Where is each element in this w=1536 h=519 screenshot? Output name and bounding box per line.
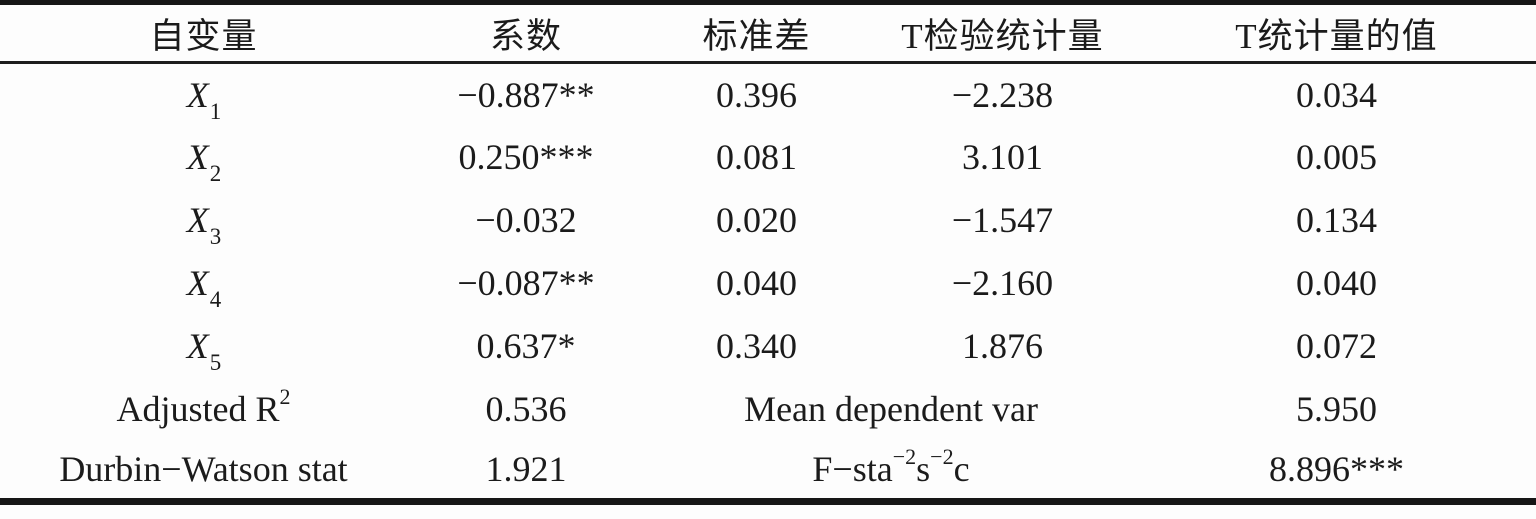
variable-symbol: X2 <box>186 137 222 187</box>
variable-symbol: X4 <box>186 263 222 313</box>
table-row-durbin-watson: Durbin−Watson stat 1.921 F−sta−2s−2c 8.8… <box>0 440 1536 502</box>
table-row-x5: X5 0.637* 0.340 1.876 0.072 <box>0 315 1536 378</box>
t-statistic-cell: −2.160 <box>951 263 1054 303</box>
col-header-t-stat-value: T统计量的值 <box>1137 2 1536 64</box>
std-error-cell: 0.340 <box>716 326 797 366</box>
t-stat-value-cell: 0.034 <box>1296 74 1377 115</box>
col-header-coefficient: 系数 <box>407 2 645 64</box>
variable-label: X4 <box>0 252 407 315</box>
variable-symbol: X3 <box>186 200 222 250</box>
t-stat-value-cell: 0.072 <box>1296 326 1377 366</box>
f-statistic-label: F−sta−2s−2c <box>812 443 970 489</box>
t-stat-value-cell: 0.005 <box>1296 137 1377 177</box>
summary-value-cell: 1.921 <box>485 448 567 489</box>
coefficient-cell: 0.637* <box>476 326 576 366</box>
summary-right-value: 5.950 <box>1296 388 1377 429</box>
summary-right-value: 8.896*** <box>1269 448 1404 489</box>
variable-label: X1 <box>0 63 407 126</box>
stats-table: 自变量 系数 标准差 T检验统计量 T统计量的值 X1 −0.887** 0.3… <box>0 0 1536 505</box>
table-row-x4: X4 −0.087** 0.040 −2.160 0.040 <box>0 252 1536 315</box>
variable-label: X3 <box>0 189 407 252</box>
adjusted-r2-label: Adjusted R2 <box>116 383 291 429</box>
variable-symbol: X1 <box>186 74 222 124</box>
summary-middle-label: F−sta−2s−2c <box>645 440 1137 502</box>
t-stat-value-cell: 0.040 <box>1296 263 1377 303</box>
std-error-cell: 0.081 <box>716 137 797 177</box>
summary-label: Durbin−Watson stat <box>59 448 348 489</box>
table-row-x2: X2 0.250*** 0.081 3.101 0.005 <box>0 126 1536 189</box>
t-statistic-cell: −2.238 <box>951 74 1054 115</box>
table-row-x1: X1 −0.887** 0.396 −2.238 0.034 <box>0 63 1536 126</box>
variable-symbol: X5 <box>186 326 222 376</box>
coefficient-cell: −0.087** <box>457 263 595 303</box>
std-error-cell: 0.020 <box>716 200 797 240</box>
coefficient-cell: 0.250*** <box>458 137 594 177</box>
table-row-adjusted-r2: Adjusted R2 0.536 Mean dependent var 5.9… <box>0 378 1536 440</box>
col-header-variable: 自变量 <box>0 2 407 64</box>
t-statistic-cell: 3.101 <box>962 137 1043 177</box>
col-header-t-statistic: T检验统计量 <box>868 2 1137 64</box>
t-statistic-cell: −1.547 <box>951 200 1054 240</box>
summary-value-cell: 0.536 <box>485 388 567 429</box>
variable-label: X2 <box>0 126 407 189</box>
summary-label: Adjusted R2 <box>0 378 407 440</box>
coefficient-cell: −0.032 <box>475 200 577 240</box>
summary-middle-label: Mean dependent var <box>744 388 1038 429</box>
coefficient-cell: −0.887** <box>457 74 595 115</box>
std-error-cell: 0.396 <box>716 74 797 115</box>
col-header-std-error: 标准差 <box>645 2 868 64</box>
t-statistic-cell: 1.876 <box>962 326 1043 366</box>
variable-label: X5 <box>0 315 407 378</box>
table-row-x3: X3 −0.032 0.020 −1.547 0.134 <box>0 189 1536 252</box>
t-stat-value-cell: 0.134 <box>1296 200 1377 240</box>
std-error-cell: 0.040 <box>716 263 797 303</box>
header-row: 自变量 系数 标准差 T检验统计量 T统计量的值 <box>0 2 1536 64</box>
